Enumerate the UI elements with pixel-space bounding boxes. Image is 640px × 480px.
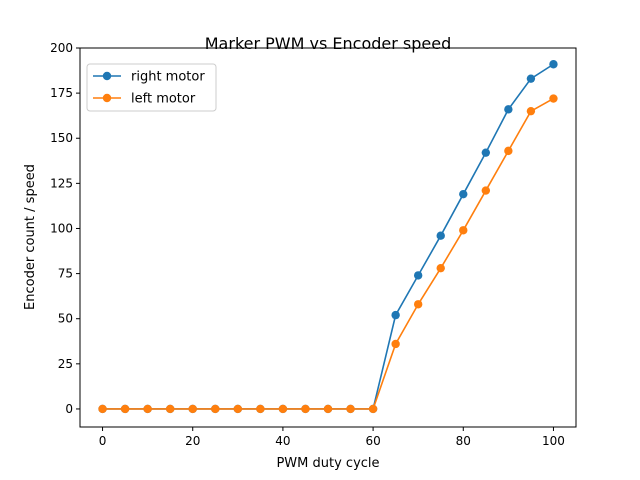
data-point: [143, 404, 152, 414]
y-tick-label: 75: [58, 267, 73, 281]
x-tick-label: 60: [365, 434, 380, 448]
data-point: [526, 106, 536, 116]
data-point: [481, 148, 491, 157]
y-tick-label: 25: [58, 357, 73, 371]
x-tick-label: 40: [275, 434, 290, 448]
data-point: [346, 404, 355, 414]
data-point: [233, 404, 243, 414]
chart-title: Marker PWM vs Encoder speed: [205, 34, 451, 53]
data-point: [120, 404, 130, 414]
y-tick-label: 125: [50, 176, 73, 190]
legend-marker: [102, 93, 112, 103]
series-left-motor: [98, 94, 558, 414]
data-point: [413, 300, 423, 309]
data-point: [323, 404, 333, 414]
data-point: [165, 404, 175, 414]
data-point: [301, 404, 310, 414]
x-tick-label: 100: [542, 434, 565, 448]
data-point: [391, 339, 400, 349]
y-axis-label: Encoder count / speed: [23, 164, 38, 310]
plot-frame: [79, 47, 577, 428]
x-axis-label: PWM duty cycle: [276, 456, 379, 471]
data-point: [504, 105, 513, 114]
y-tick-label: 175: [50, 86, 73, 100]
y-tick-label: 200: [50, 41, 73, 55]
data-point: [413, 271, 423, 280]
x-tick-label: 0: [99, 434, 107, 448]
y-tick-label: 150: [50, 131, 73, 145]
x-tick-label: 80: [456, 434, 471, 448]
data-point: [256, 404, 265, 414]
data-point: [549, 94, 558, 103]
data-point: [459, 226, 468, 235]
data-point: [211, 404, 220, 414]
data-point: [368, 404, 378, 414]
x-axis: 0 20 40 60 80 100: [99, 427, 565, 448]
data-point: [549, 60, 558, 69]
data-point: [436, 231, 445, 240]
y-tick-label: 0: [65, 402, 73, 416]
data-point: [526, 74, 536, 83]
series-layer: [98, 60, 558, 414]
data-point: [436, 263, 445, 273]
y-tick-label: 100: [50, 221, 73, 235]
data-point: [504, 146, 513, 156]
data-point: [188, 404, 197, 414]
data-point: [98, 404, 107, 414]
data-point: [391, 310, 400, 320]
x-tick-label: 20: [185, 434, 200, 448]
legend-entry: left motor: [93, 92, 196, 107]
data-point: [459, 189, 468, 199]
data-point: [481, 186, 491, 195]
legend: right motor left motor: [86, 63, 217, 112]
data-point: [278, 404, 288, 414]
y-axis: 0 25 50 75 100 125 150 175 200: [50, 41, 80, 416]
legend-entry: right motor: [93, 70, 205, 85]
legend-label: right motor: [131, 70, 205, 85]
y-tick-label: 50: [58, 312, 73, 326]
legend-marker: [102, 71, 112, 81]
legend-label: left motor: [131, 92, 196, 107]
